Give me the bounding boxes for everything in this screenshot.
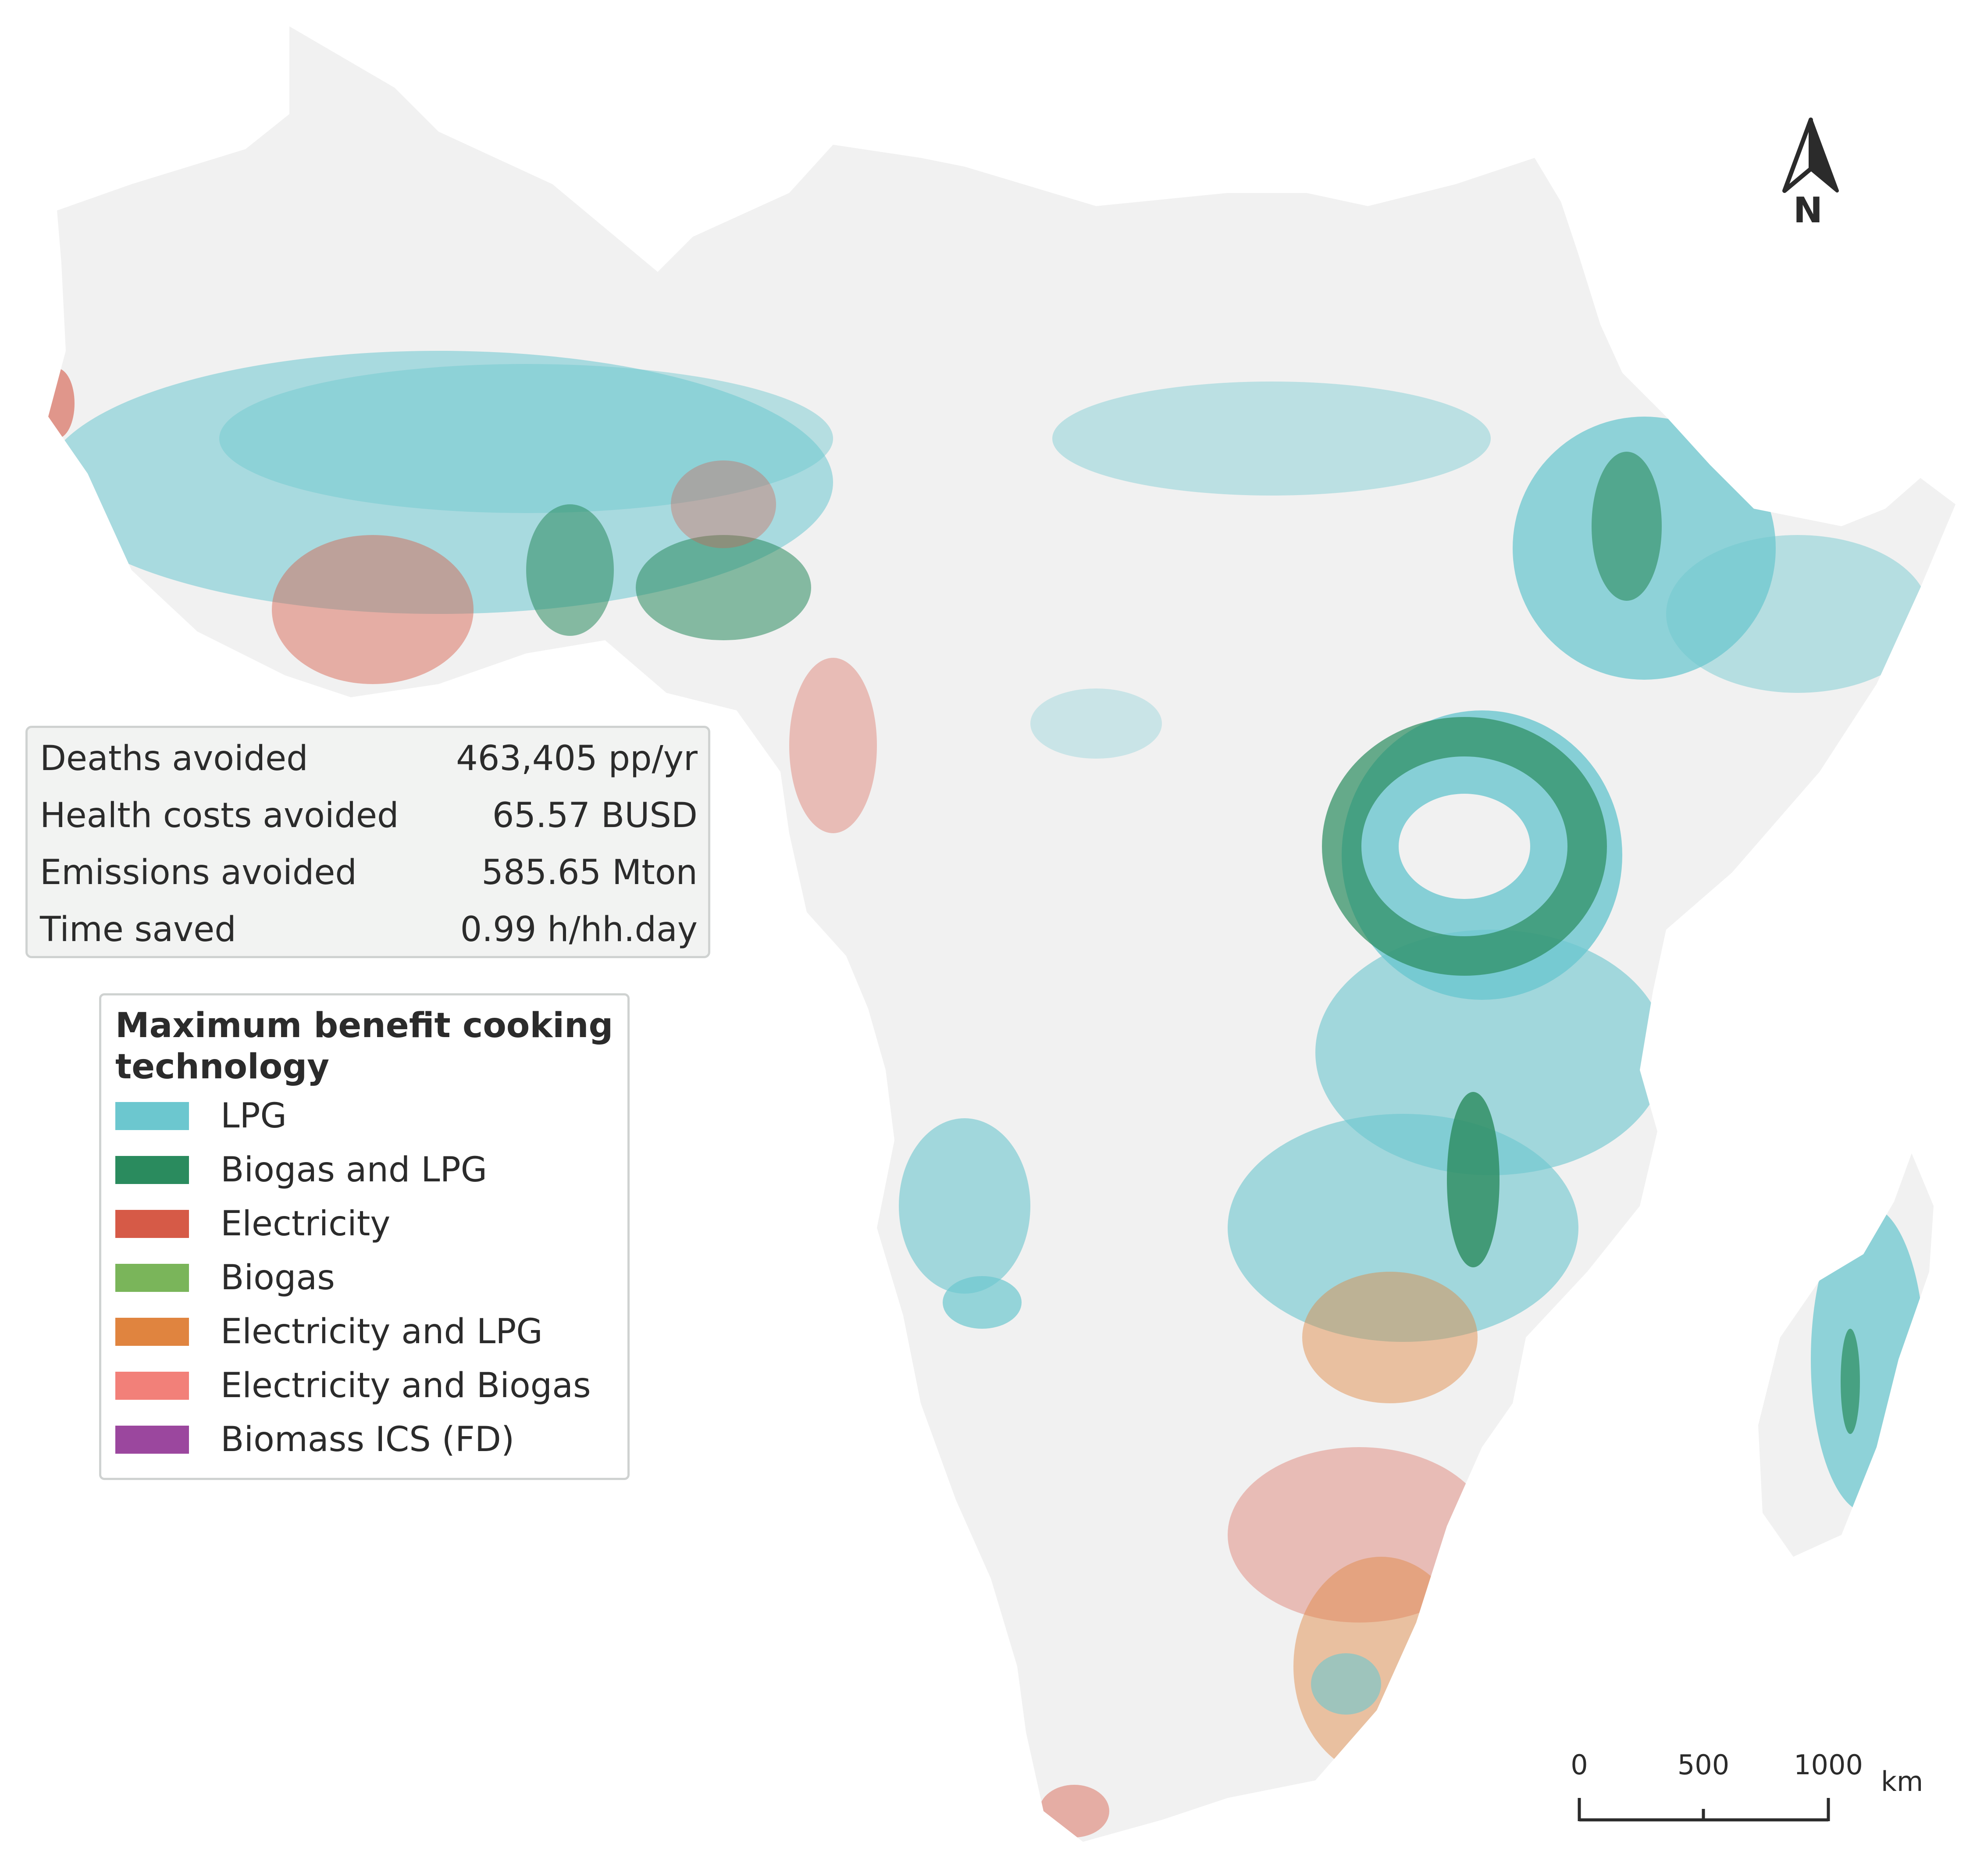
region-lpg (1030, 688, 1162, 759)
stat-label: Health costs avoided (40, 796, 399, 835)
legend: Maximum benefit cooking technology LPG B… (99, 993, 630, 1480)
stat-row-emissions: Emissions avoided 585.65 Mton (40, 851, 698, 895)
region-lpg (48, 351, 833, 614)
legend-title: Maximum benefit cooking technology (115, 1006, 613, 1087)
stat-value: 463,405 pp/yr (456, 739, 698, 778)
region-lpg (1311, 1653, 1381, 1715)
north-label: N (1793, 190, 1823, 231)
stat-row-time-saved: Time saved 0.99 h/hh.day (40, 908, 698, 952)
region-lpg (943, 1276, 1022, 1329)
legend-label: Electricity and Biogas (221, 1366, 591, 1405)
region-lpg (1811, 1206, 1925, 1513)
region-electricity (48, 368, 75, 439)
scale-bar: 0 500 1000 km (1561, 1750, 1947, 1829)
legend-swatch (115, 1318, 189, 1346)
region-biogas-lpg (526, 504, 614, 636)
scale-bar-line (1578, 1798, 1830, 1822)
scale-tick-label: 0 (1571, 1749, 1588, 1781)
stat-row-deaths: Deaths avoided 463,405 pp/yr (40, 737, 698, 781)
scale-unit-label: km (1881, 1765, 1923, 1798)
region-lpg (1666, 535, 1929, 693)
legend-label: Biogas (221, 1258, 335, 1298)
stat-label: Deaths avoided (40, 739, 308, 778)
stat-label: Time saved (40, 910, 236, 949)
stat-value: 0.99 h/hh.day (460, 910, 698, 949)
region-biogas-lpg (1841, 1329, 1860, 1434)
legend-swatch (115, 1102, 189, 1130)
legend-label: Biogas and LPG (221, 1150, 488, 1190)
legend-label: Biomass ICS (FD) (221, 1420, 515, 1459)
region-electricity (1228, 1447, 1491, 1623)
region-electricity (1039, 1785, 1109, 1837)
north-arrow: N (1771, 116, 1850, 235)
stat-label: Emissions avoided (40, 853, 357, 892)
region-biogas-lpg (1322, 717, 1607, 976)
region-biogas-lpg (636, 535, 811, 640)
legend-swatch (115, 1372, 189, 1400)
region-biogas-lpg (1447, 1092, 1500, 1267)
region-electricity-lpg (1302, 1272, 1478, 1403)
legend-label: Electricity and LPG (221, 1312, 543, 1352)
region-biogas-lpg (1592, 452, 1662, 601)
region-lpg (219, 364, 833, 513)
region-electricity (789, 658, 877, 833)
stat-row-health-costs: Health costs avoided 65.57 BUSD (40, 794, 698, 838)
region-lpg (1052, 382, 1491, 496)
region-electricity (671, 460, 776, 548)
legend-label: Electricity (221, 1204, 391, 1244)
lake-victoria (1399, 794, 1530, 899)
legend-swatch (115, 1156, 189, 1184)
legend-swatch (115, 1264, 189, 1292)
stats-summary-box: Deaths avoided 463,405 pp/yr Health cost… (25, 726, 710, 958)
scale-tick-label: 500 (1677, 1749, 1730, 1781)
legend-swatch (115, 1210, 189, 1238)
scale-tick-label: 1000 (1794, 1749, 1863, 1781)
legend-swatch (115, 1426, 189, 1454)
stat-value: 585.65 Mton (481, 853, 698, 892)
region-electricity (272, 535, 474, 684)
region-lpg (899, 1118, 1030, 1294)
legend-label: LPG (221, 1096, 287, 1136)
north-arrow-icon (1782, 118, 1839, 193)
stat-value: 65.57 BUSD (492, 796, 698, 835)
